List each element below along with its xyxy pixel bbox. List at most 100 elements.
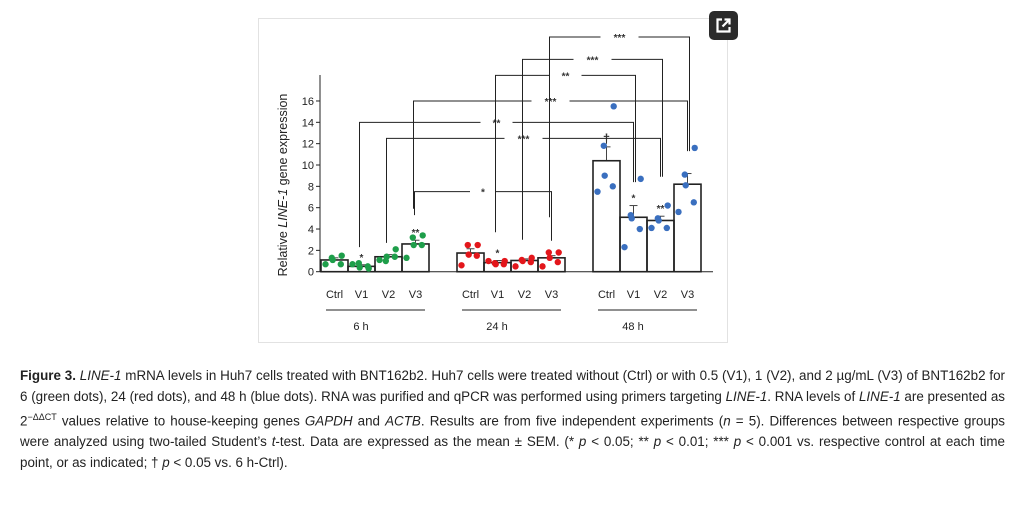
y-tick-label: 0	[308, 267, 314, 279]
x-tick-label: V2	[382, 289, 395, 301]
caption-text: LINE-1	[858, 388, 901, 404]
data-point	[546, 254, 553, 262]
data-point	[392, 246, 399, 253]
caption-text: n	[723, 413, 731, 429]
data-point	[349, 261, 356, 268]
data-point	[500, 261, 507, 268]
data-point	[492, 261, 499, 268]
data-point	[458, 262, 465, 269]
caption-text: < 0.001 vs. respective control at each t…	[20, 434, 1005, 470]
significance-mark: **	[657, 204, 665, 215]
expand-figure-button[interactable]	[709, 11, 738, 40]
data-point	[609, 183, 616, 190]
significance-mark: *	[496, 248, 500, 259]
figure-frame	[258, 18, 728, 343]
data-point	[610, 103, 617, 110]
data-point	[512, 263, 519, 270]
bar	[673, 183, 702, 273]
data-point	[474, 241, 481, 249]
significance-mark: *	[632, 194, 636, 205]
caption-text: LINE-1	[725, 388, 768, 404]
data-point	[403, 254, 410, 262]
data-point	[555, 249, 562, 256]
x-tick-label: V2	[654, 289, 667, 301]
data-point	[663, 224, 670, 232]
x-tick-label: V3	[409, 289, 422, 301]
y-tick-label: 6	[308, 203, 314, 215]
comparison-bracket	[414, 191, 552, 241]
data-point	[329, 256, 336, 264]
caption-text: LINE-1	[79, 368, 122, 383]
bar-chart: 0 2 4 6 8 10 12 14 16 Relative LINE-1 gene expres…	[276, 33, 713, 333]
comparison-bracket	[549, 36, 690, 218]
figure-caption: Figure 3. LINE-1 mRNA levels in Huh7 cel…	[20, 366, 1005, 473]
data-point	[418, 241, 425, 249]
x-tick-label: Ctrl	[598, 289, 615, 301]
data-point	[356, 264, 363, 271]
data-point	[637, 175, 644, 183]
caption-text: < 0.05 vs. 6 h-Ctrl).	[169, 454, 288, 470]
caption-text: GAPDH	[304, 413, 353, 429]
caption-text: p	[733, 434, 742, 450]
x-tick-label: V2	[518, 289, 531, 301]
data-point	[681, 171, 688, 178]
data-point	[519, 257, 526, 265]
y-tick-label: 14	[302, 117, 314, 129]
significance-mark: *	[360, 253, 364, 264]
data-point	[364, 263, 371, 270]
bar	[592, 159, 621, 273]
data-point	[485, 257, 492, 265]
y-tick-label: 16	[302, 96, 314, 108]
group-label: 6 h	[353, 321, 368, 333]
data-point	[376, 256, 383, 264]
caption-text: < 0.01; ***	[661, 434, 734, 450]
comparison-label: ***	[545, 97, 557, 108]
comparison-label: *	[481, 188, 485, 199]
caption-text: . RNA levels of	[767, 388, 859, 404]
caption-text: -test. Data are expressed as the mean ± …	[275, 434, 579, 450]
caption-text: are presented as 2	[20, 388, 1005, 429]
external-link-icon	[716, 18, 731, 33]
data-point	[465, 251, 472, 258]
data-point	[391, 253, 398, 260]
y-tick-label: 2	[308, 245, 314, 257]
x-tick-label: V1	[627, 289, 640, 301]
data-point	[338, 252, 345, 259]
data-point	[594, 188, 601, 195]
x-tick-label: V1	[491, 289, 504, 301]
data-point	[409, 234, 416, 241]
data-point	[675, 208, 682, 216]
y-tick-label: 8	[308, 181, 314, 193]
data-point	[539, 263, 546, 270]
data-point	[410, 241, 417, 249]
x-tick-label: V3	[545, 289, 558, 301]
data-point	[337, 261, 344, 268]
data-point	[628, 215, 635, 222]
comparison-bracket	[522, 58, 663, 240]
caption-label: Figure 3.	[20, 368, 76, 383]
data-point	[554, 258, 561, 266]
data-point	[527, 258, 534, 266]
group-label: 48 h	[622, 321, 643, 333]
caption-text: p	[653, 434, 662, 450]
data-point	[473, 252, 480, 259]
data-point	[691, 144, 698, 152]
caption-text: . Results are from five independent expe…	[420, 413, 724, 429]
x-tick-label: Ctrl	[326, 289, 343, 301]
x-tick-label: V1	[355, 289, 368, 301]
y-tick-label: 4	[308, 224, 314, 236]
data-point	[601, 172, 608, 179]
y-axis-label: Relative LINE-1 gene expression	[276, 94, 290, 277]
caption-text: = 5). Differences between respective gro…	[20, 413, 1005, 450]
comparison-label: ***	[614, 33, 626, 44]
comparison-bracket	[495, 74, 636, 233]
caption-text: and	[352, 413, 386, 429]
comparison-bracket	[359, 121, 634, 248]
comparison-bracket	[413, 100, 688, 209]
x-tick-label: Ctrl	[462, 289, 479, 301]
data-point	[419, 232, 426, 239]
comparison-label: **	[493, 118, 501, 129]
caption-text: values relative to house-keeping genes	[56, 413, 305, 429]
caption-text: ACTB	[385, 413, 421, 429]
caption-text: p	[162, 454, 170, 470]
